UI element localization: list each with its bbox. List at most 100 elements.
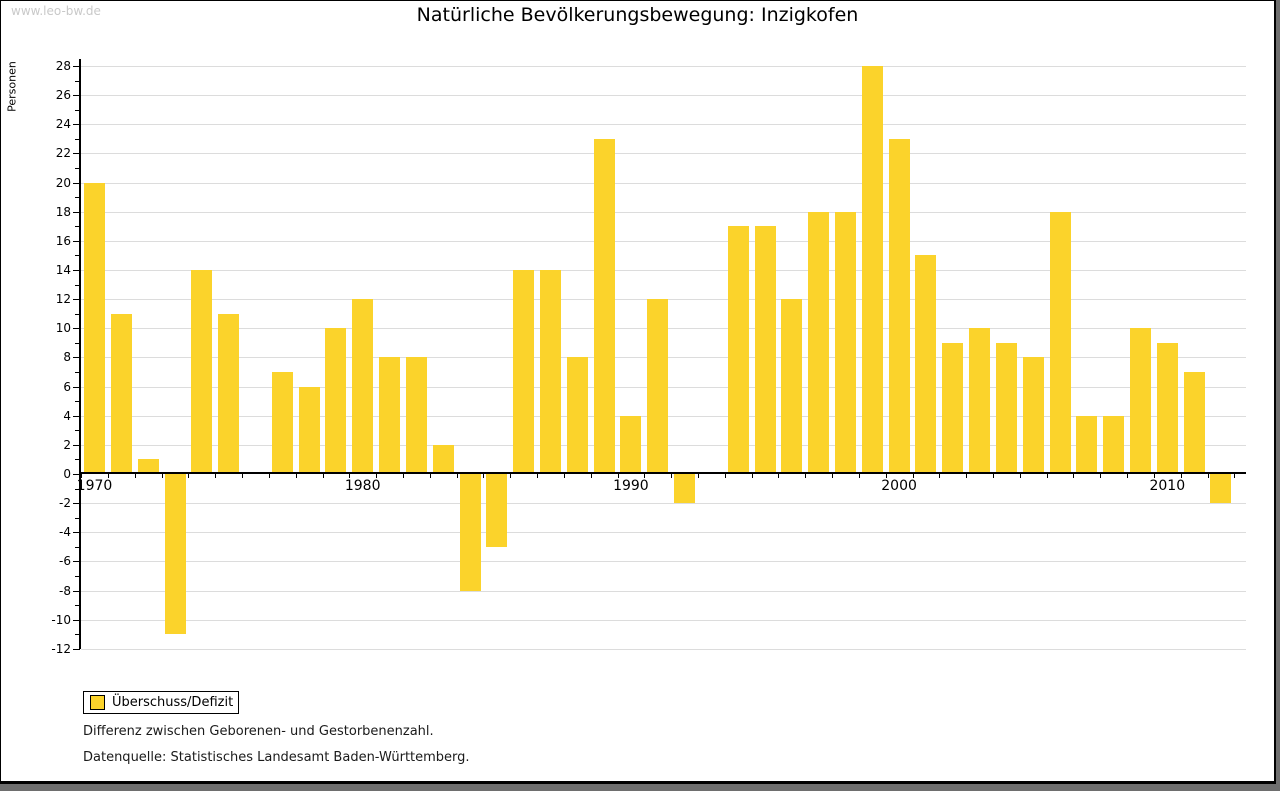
y-tick-minor-21 [75,168,80,169]
y-tick-minor-27 [75,80,80,82]
x-tick-33 [966,474,968,478]
bar-1988 [566,357,588,474]
y-tick-label-2: 2 [63,437,71,452]
bar-1998 [835,211,856,474]
bar-1990 [620,415,642,474]
x-tick-9 [322,474,324,478]
y-tick-major--12 [73,648,80,650]
y-tick-minor-3 [75,430,80,432]
y-tick-label-16: 16 [55,233,71,248]
y-tick-label-12: 12 [55,292,71,307]
bar-2008 [1103,415,1125,474]
y-tick-label-14: 14 [55,263,71,277]
x-tick-14 [456,474,458,478]
x-tick-28 [832,474,834,478]
bar-1999 [861,66,883,474]
bar-1978 [298,386,320,474]
bar-1974 [191,270,213,474]
bar-2012 [1210,474,1232,504]
x-tick-label-1990: 1990 [613,478,649,494]
y-tick-label-22: 22 [55,146,71,161]
bar-1979 [325,328,347,474]
bar-1970 [84,182,105,474]
watermark: www.leo-bw.de [11,4,101,18]
bar-2003 [969,328,991,474]
x-tick-15 [483,474,485,478]
y-tick-minor--1 [75,488,80,490]
bar-2011 [1183,372,1205,474]
y-tick-label-26: 26 [55,88,71,103]
y-tick-label-8: 8 [63,350,71,365]
x-tick-26 [778,474,780,478]
bar-1992 [674,474,695,504]
gridline--12 [81,648,1246,650]
y-tick-label-18: 18 [55,204,71,219]
x-tick-11 [376,474,378,478]
x-tick-label-2010: 2010 [1149,478,1186,494]
bar-2007 [1076,415,1098,474]
y-tick-minor-13 [75,284,80,286]
y-tick-major-6 [73,386,80,388]
y-tick-minor-15 [75,255,80,257]
y-tick-major--6 [73,561,80,563]
gridline-14 [81,270,1246,271]
y-tick-label--2: -2 [59,496,71,511]
bar-1983 [432,444,454,474]
y-tick-label--6: -6 [59,554,71,569]
legend: Überschuss/Defizit [83,691,239,714]
y-tick-minor--11 [75,634,80,636]
x-tick-34 [993,474,994,478]
y-tick-major--8 [73,590,80,592]
x-tick-19 [590,474,592,478]
x-tick-10 [349,474,351,478]
y-tick-minor-25 [75,109,80,111]
x-tick-35 [1019,474,1021,478]
y-tick-major-0 [73,474,80,475]
x-tick-2 [134,474,136,478]
y-tick-major-12 [73,299,80,301]
x-tick-25 [751,474,753,478]
y-tick-major-14 [73,270,80,271]
x-tick-label-1970: 1970 [76,478,113,494]
y-tick-minor--3 [75,517,80,519]
note-definition: Differenz zwischen Geborenen- und Gestor… [83,724,434,739]
x-tick-41 [1180,474,1182,478]
bar-2000 [888,138,910,474]
x-tick-39 [1127,474,1129,478]
x-tick-43 [1234,474,1236,478]
bar-2002 [942,342,964,474]
y-tick-major-18 [73,211,80,213]
y-tick-label-4: 4 [63,408,71,423]
bar-2001 [915,255,937,474]
x-tick-32 [939,474,941,478]
y-tick-label-28: 28 [55,59,71,73]
x-tick-5 [215,474,217,478]
y-tick-minor-11 [75,313,80,315]
gridline--4 [81,532,1246,534]
y-tick-minor-17 [75,226,80,228]
gridline-24 [81,124,1246,126]
x-tick-6 [242,474,243,478]
x-tick-0 [81,474,83,478]
y-tick-minor--9 [75,605,80,607]
x-tick-label-1980: 1980 [344,478,381,494]
bar-1996 [781,299,803,474]
y-tick-label-6: 6 [63,379,71,394]
y-tick-minor-1 [75,459,80,461]
y-tick-major-8 [73,357,80,359]
legend-swatch-icon [90,695,105,710]
bar-2006 [1049,211,1071,474]
x-tick-24 [724,474,726,478]
bar-2005 [1022,357,1044,474]
y-tick-minor-19 [75,197,80,199]
page-title: Natürliche Bevölkerungsbewegung: Inzigko… [416,4,859,26]
bar-1991 [647,299,669,474]
y-tick-major-26 [73,95,80,97]
y-tick-label--4: -4 [59,525,71,540]
gridline-18 [81,211,1246,213]
x-tick-7 [268,474,270,478]
bar-1987 [539,270,561,474]
